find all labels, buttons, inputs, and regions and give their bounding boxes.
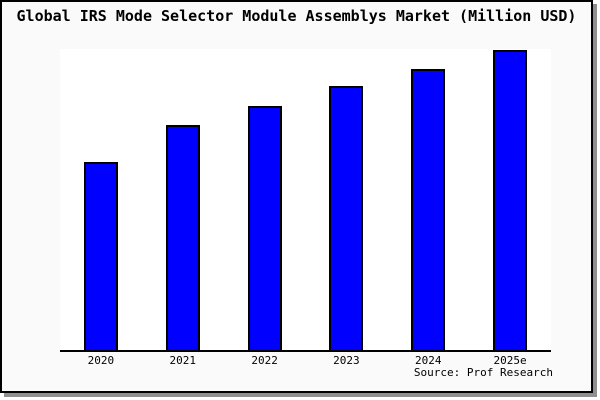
bar-2022 <box>247 106 282 350</box>
source-note: Source: Prof Research <box>413 366 553 379</box>
chart-window: Global IRS Mode Selector Module Assembly… <box>0 0 593 393</box>
x-tick-label-2021: 2021 <box>169 354 197 367</box>
bar-2025e <box>493 50 528 350</box>
x-tick-label-2023: 2023 <box>333 354 360 367</box>
bar-2023 <box>329 86 364 350</box>
plot-area <box>60 49 551 352</box>
chart-title: Global IRS Mode Selector Module Assembly… <box>16 7 577 25</box>
x-tick-label-2024: 2024 <box>415 354 442 367</box>
bar-2021 <box>165 125 200 350</box>
x-tick-label-2022: 2022 <box>251 354 278 367</box>
x-tick-label-2025e: 2025e <box>493 354 527 367</box>
x-tick-label-2020: 2020 <box>87 354 115 367</box>
bar-2024 <box>411 69 446 350</box>
bar-2020 <box>83 162 118 350</box>
